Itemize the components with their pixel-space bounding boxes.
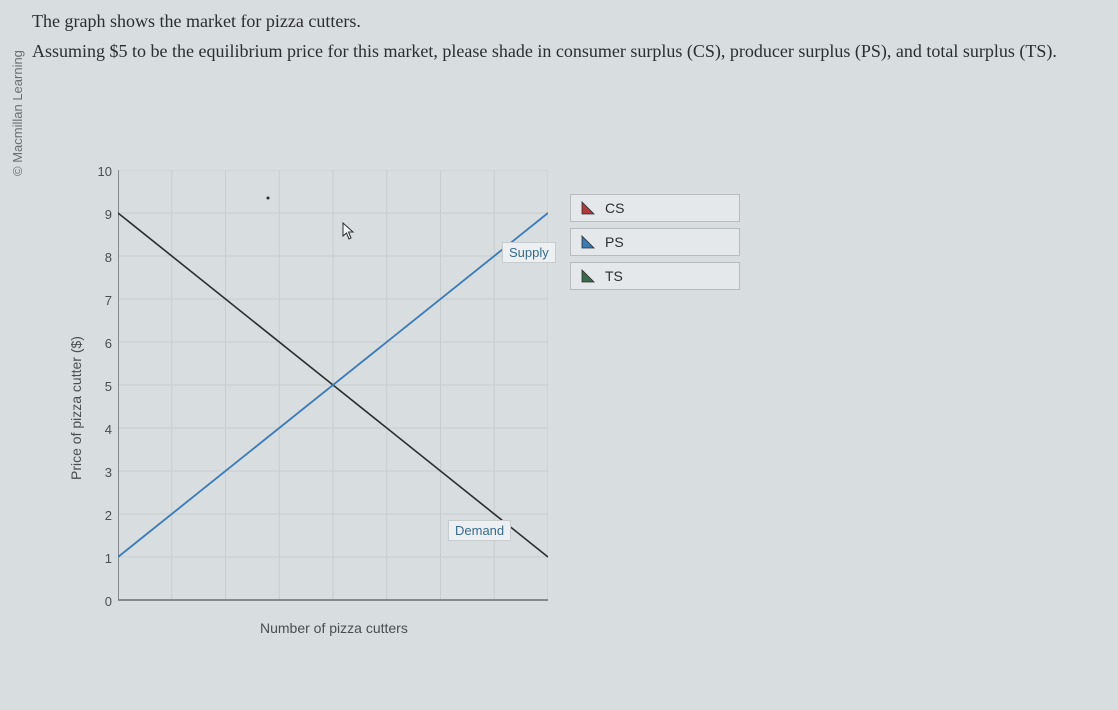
legend-cs-label: CS	[605, 200, 624, 216]
y-tick-7: 7	[88, 293, 112, 308]
copyright-text: © Macmillan Learning	[10, 50, 25, 176]
question-prompt: The graph shows the market for pizza cut…	[0, 0, 1118, 66]
stray-dot	[267, 197, 270, 200]
shade-icon	[581, 201, 595, 215]
legend-ps-label: PS	[605, 234, 624, 250]
legend: CS PS TS	[570, 194, 740, 296]
legend-ts-button[interactable]: TS	[570, 262, 740, 290]
shade-icon	[581, 235, 595, 249]
shade-icon	[581, 269, 595, 283]
y-tick-3: 3	[88, 465, 112, 480]
y-tick-1: 1	[88, 551, 112, 566]
demand-label: Demand	[448, 520, 511, 541]
supply-label: Supply	[502, 242, 556, 263]
prompt-line-2: Assuming $5 to be the equilibrium price …	[32, 38, 1088, 66]
y-tick-8: 8	[88, 250, 112, 265]
prompt-line-1: The graph shows the market for pizza cut…	[32, 8, 1088, 36]
y-tick-9: 9	[88, 207, 112, 222]
chart-svg[interactable]	[118, 170, 548, 615]
x-axis-label: Number of pizza cutters	[260, 620, 408, 636]
legend-ps-button[interactable]: PS	[570, 228, 740, 256]
legend-cs-button[interactable]: CS	[570, 194, 740, 222]
y-tick-4: 4	[88, 422, 112, 437]
y-tick-10: 10	[88, 164, 112, 179]
y-tick-6: 6	[88, 336, 112, 351]
legend-ts-label: TS	[605, 268, 623, 284]
y-tick-5: 5	[88, 379, 112, 394]
y-axis-label: Price of pizza cutter ($)	[68, 336, 84, 480]
y-tick-0: 0	[88, 594, 112, 609]
y-tick-2: 2	[88, 508, 112, 523]
